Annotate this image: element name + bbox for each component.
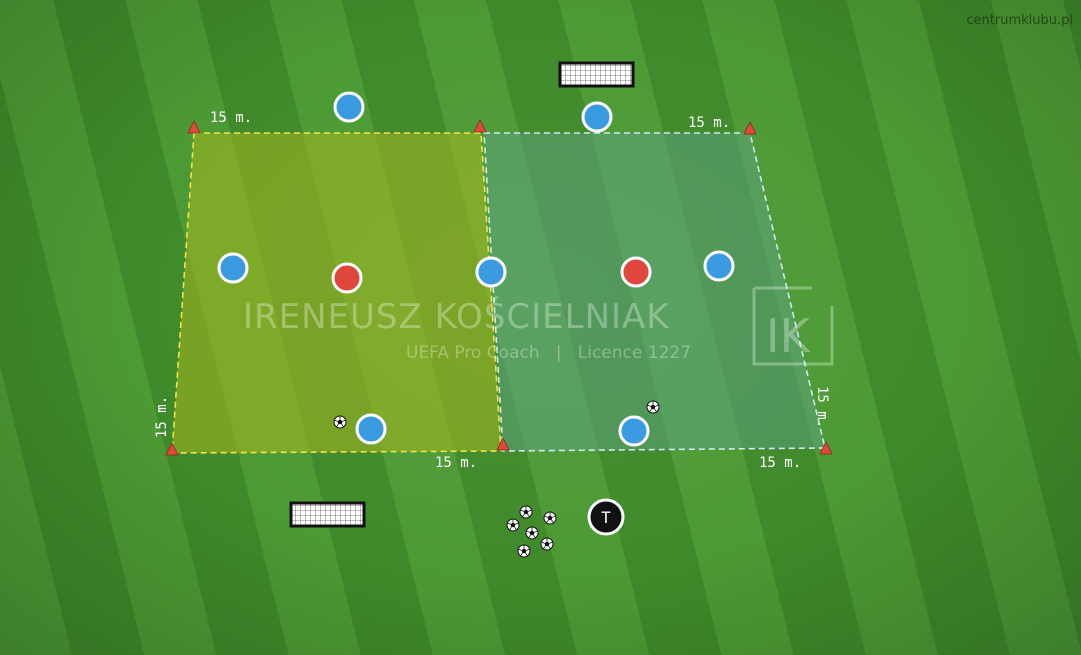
- player-blue: [355, 413, 387, 445]
- cone: [473, 119, 487, 133]
- player-blue: [618, 415, 650, 447]
- coach-label: T: [601, 508, 611, 527]
- player-red: [620, 256, 652, 288]
- zone-right: [483, 132, 827, 452]
- player-blue: [703, 250, 735, 282]
- ball: [646, 400, 660, 414]
- distance-label-bottom-middle: 15 m.: [435, 455, 477, 471]
- distance-label-top-left: 15 m.: [210, 110, 252, 126]
- distance-label-bottom-right: 15 m.: [759, 455, 801, 471]
- distance-label-left-side: 15 m.: [154, 396, 170, 438]
- ball: [543, 511, 557, 525]
- watermark-logo-text: IK: [766, 309, 812, 363]
- cone: [496, 437, 510, 451]
- zone-left: [171, 132, 502, 454]
- ball: [540, 537, 554, 551]
- watermark-logo: IK: [752, 286, 834, 366]
- player-blue: [333, 91, 365, 123]
- coach-marker: T: [587, 498, 625, 536]
- player-red: [331, 262, 363, 294]
- watermark-subtitle: UEFA Pro Coach | Licence 1227: [406, 343, 691, 363]
- cone: [165, 442, 179, 456]
- cone: [187, 120, 201, 134]
- ball: [519, 505, 533, 519]
- ball: [525, 526, 539, 540]
- goal-bottom: [289, 501, 366, 528]
- player-blue: [217, 252, 249, 284]
- goal-top: [558, 61, 635, 88]
- watermark-name: IRENEUSZ KOŚCIELNIAK: [243, 296, 670, 337]
- distance-label-top-right: 15 m.: [688, 115, 730, 131]
- distance-label-right-side: 15 m.: [814, 386, 830, 428]
- player-blue: [475, 256, 507, 288]
- cone: [743, 121, 757, 135]
- ball: [333, 415, 347, 429]
- ball: [517, 544, 531, 558]
- site-label: centrumklubu.pl: [966, 13, 1073, 28]
- cone: [819, 441, 833, 455]
- ball: [506, 518, 520, 532]
- player-blue: [581, 101, 613, 133]
